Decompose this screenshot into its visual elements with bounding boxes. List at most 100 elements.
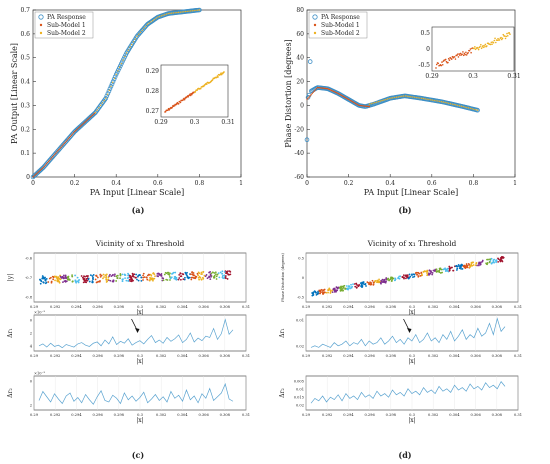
sub-model-1-marker	[307, 97, 309, 99]
sub-model-1-marker	[53, 154, 55, 157]
sub-model-2-marker	[390, 97, 392, 99]
cluster-point	[107, 276, 110, 279]
caption-a: (a)	[132, 205, 145, 215]
sub-model-1-marker	[89, 116, 91, 119]
inset-sub-model-2-point	[479, 45, 481, 48]
sub-model-1-marker	[347, 98, 350, 101]
cluster-point	[439, 272, 442, 274]
sub-model-1-marker	[341, 95, 344, 97]
legend-box	[308, 11, 368, 39]
cluster-point	[142, 276, 145, 279]
sub-model-1-marker	[32, 176, 34, 178]
cluster-point	[440, 268, 443, 271]
cluster-point	[181, 273, 184, 275]
pa-response-marker	[120, 59, 125, 64]
cluster-point	[452, 269, 455, 272]
inset-sub-model-1-point	[465, 54, 468, 56]
sub-model-2-marker	[444, 101, 446, 104]
subplot-3: 0.29 0.292 0.294 0.296 0.298 0.3 0.302 0.304 0.3…	[7, 372, 250, 425]
sub-model-1-marker	[312, 91, 314, 94]
sub-model-2-marker	[386, 98, 389, 100]
sub-model-2-marker	[383, 99, 385, 101]
inset-sub-model-1-point	[451, 55, 454, 58]
cluster-point	[109, 279, 112, 282]
inset-sub-model-1-point	[191, 93, 193, 96]
sub-model-2-marker	[422, 97, 425, 100]
inset-sub-model-1-point	[458, 53, 460, 55]
sub-model-2-marker	[392, 97, 394, 99]
inset-sub-model-1-point	[459, 54, 461, 56]
inset-sub-model-1-point	[441, 63, 444, 66]
pa-response-marker	[108, 84, 114, 89]
cluster-point	[40, 280, 43, 283]
series-sub-model-2	[368, 95, 479, 111]
legend-marker	[39, 31, 43, 35]
y-tick-label: -60	[294, 174, 304, 181]
inset-sub-model-2-point	[480, 43, 482, 46]
cluster-point	[112, 279, 115, 282]
x-tick-label: 0.296	[364, 413, 375, 417]
sub-model-2-marker	[417, 97, 419, 99]
delta-series-line	[310, 380, 506, 404]
cluster-point	[169, 279, 171, 281]
cluster-point	[423, 270, 426, 273]
x-tick-label: 0.31	[514, 354, 522, 358]
cluster-point	[222, 277, 225, 280]
cluster-point	[166, 271, 169, 274]
cluster-point	[352, 283, 354, 286]
cluster-point	[490, 257, 493, 260]
x-tick-label: 0.296	[92, 413, 103, 417]
cluster-point	[39, 282, 42, 285]
x-tick-label: 0.292	[50, 305, 60, 309]
inset-sub-model-1-point	[179, 101, 182, 104]
cluster-point	[489, 258, 491, 261]
cluster-point	[110, 275, 113, 278]
cluster-point	[192, 272, 195, 274]
cluster-point	[495, 261, 498, 264]
cluster-point	[44, 282, 47, 285]
sub-model-1-marker	[311, 92, 313, 95]
cluster-point	[152, 279, 154, 282]
cluster-point	[66, 278, 69, 281]
cluster-point	[64, 275, 67, 278]
sub-model-1-marker	[71, 133, 74, 135]
cluster-point	[493, 261, 495, 264]
x-axis-label: |x|	[136, 417, 143, 424]
cluster-point	[376, 279, 379, 282]
legend-label: PA Response	[321, 14, 360, 21]
y-axis-label: Phase Distortion (degrees)	[281, 253, 285, 302]
sub-model-2-marker	[160, 15, 162, 17]
cluster-point	[412, 276, 414, 279]
cluster-point	[89, 274, 92, 276]
subplot-1: 0.29 0.292 0.294 0.296 0.298 0.3 0.302 0.304 0.3…	[281, 253, 522, 316]
cluster-point	[488, 261, 491, 264]
x-tick-label: 0.292	[322, 413, 332, 417]
sub-model-1-marker	[59, 147, 61, 150]
series-pa-response	[30, 7, 202, 180]
cluster-point	[364, 282, 367, 285]
cluster-point	[62, 281, 64, 284]
caption-b: (b)	[398, 205, 411, 215]
sub-model-1-marker	[366, 105, 369, 108]
cluster-point	[197, 271, 200, 274]
sub-model-1-marker	[354, 102, 356, 104]
x-tick-label: 0.29	[302, 305, 311, 309]
sub-model-1-marker	[360, 104, 362, 107]
cluster-point	[83, 277, 86, 280]
y-tick-label: 0.2	[20, 126, 30, 133]
cluster-point	[385, 277, 388, 279]
cluster-point	[372, 283, 375, 286]
cluster-point	[56, 280, 59, 283]
cluster-point	[455, 269, 458, 271]
cluster-point	[200, 278, 203, 281]
inset-sub-model-1-point	[445, 60, 448, 63]
cluster-point	[53, 275, 56, 278]
cluster-point	[435, 271, 438, 273]
x-tick-label: 0.3	[409, 413, 415, 417]
sub-model-1-marker	[319, 87, 322, 89]
inset-plot: 0.29 0.3 0.31 0.27 0.28 0.29	[146, 64, 235, 126]
cluster-point	[408, 273, 411, 276]
sub-model-1-marker	[57, 150, 59, 152]
sub-model-1-marker	[363, 105, 365, 107]
cluster-point	[173, 276, 176, 278]
